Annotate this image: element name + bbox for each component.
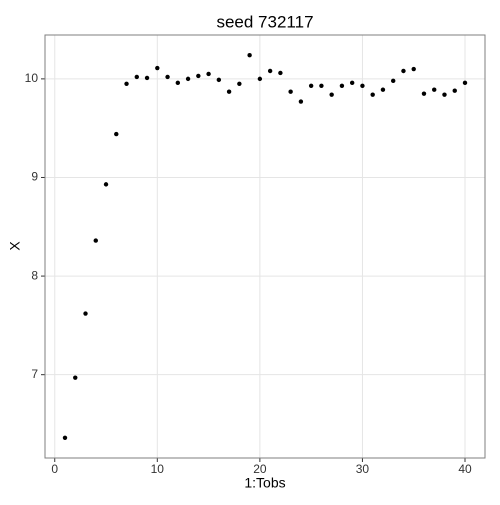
y-tick-label: 9 (31, 170, 38, 184)
point (114, 131, 119, 137)
point (432, 87, 437, 92)
point (226, 89, 232, 94)
point (165, 74, 170, 80)
point (206, 71, 211, 77)
y-axis-label: X (7, 241, 23, 251)
point (144, 75, 150, 81)
chart-title: seed 732117 (216, 12, 313, 31)
y-tick-label: 7 (31, 367, 38, 381)
x-tick-label: 20 (253, 462, 267, 476)
point (196, 73, 201, 79)
point (391, 78, 396, 84)
point (134, 74, 139, 80)
point (216, 77, 222, 83)
point (319, 83, 324, 88)
point (185, 76, 191, 82)
point (175, 80, 181, 86)
point (288, 89, 293, 94)
point (442, 92, 447, 97)
point (411, 66, 416, 72)
point (329, 92, 334, 97)
point (298, 99, 304, 104)
point (103, 182, 109, 187)
point (73, 375, 78, 380)
y-tick-label: 8 (31, 268, 38, 282)
point (278, 70, 283, 76)
point (257, 76, 263, 82)
plot-border (44, 34, 486, 459)
point (349, 80, 355, 86)
point (93, 238, 98, 243)
y-tick-label: 10 (25, 71, 39, 85)
point (237, 81, 242, 87)
point (462, 80, 468, 86)
point (339, 83, 345, 88)
x-axis-label: 1:Tobs (244, 475, 285, 491)
point (124, 81, 129, 87)
point (360, 83, 365, 88)
x-tick-label: 40 (458, 462, 472, 476)
point (452, 88, 457, 93)
point (421, 91, 427, 96)
x-tick-label: 0 (51, 462, 58, 476)
x-tick-label: 10 (151, 462, 165, 476)
point (247, 53, 252, 58)
point (155, 65, 160, 71)
point (267, 68, 273, 74)
point (370, 92, 375, 97)
point (83, 311, 88, 316)
x-tick-label: 30 (356, 462, 370, 476)
point (62, 435, 68, 440)
point (380, 87, 386, 92)
point (401, 68, 406, 74)
point (308, 83, 314, 88)
